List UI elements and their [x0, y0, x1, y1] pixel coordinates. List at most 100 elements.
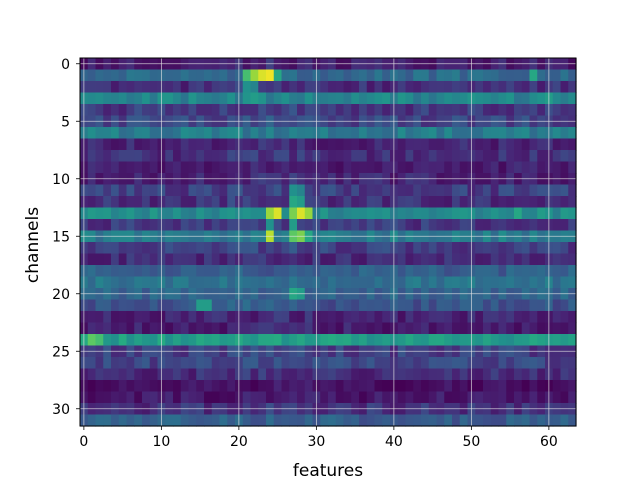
x-tick-label: 50: [462, 434, 480, 450]
heatmap-cell: [568, 311, 577, 324]
heatmap-cell: [452, 92, 461, 105]
heatmap-cell: [568, 391, 577, 404]
heatmap-cell: [266, 161, 275, 174]
heatmap-cell: [521, 334, 531, 347]
heatmap-cell: [421, 104, 430, 117]
heatmap-cell: [118, 380, 128, 393]
heatmap-cell: [204, 127, 213, 140]
heatmap-cell: [273, 311, 283, 324]
heatmap-cell: [211, 92, 221, 105]
heatmap-cell: [343, 207, 352, 220]
heatmap-cell: [149, 92, 159, 105]
heatmap-cell: [126, 414, 135, 427]
heatmap-cell: [436, 276, 445, 289]
heatmap-cell: [289, 104, 298, 117]
heatmap-cell: [428, 380, 438, 393]
heatmap-cell: [382, 104, 391, 117]
heatmap-cell: [227, 138, 236, 151]
heatmap-cell: [328, 253, 337, 266]
heatmap-cell: [211, 311, 221, 324]
heatmap-cell: [242, 357, 252, 370]
heatmap-cell: [452, 311, 461, 324]
x-axis-ticks: 0 10 20 30 40 50 60: [79, 426, 558, 450]
heatmap-cell: [250, 265, 259, 278]
heatmap-cell: [250, 380, 259, 393]
heatmap-cell: [490, 69, 500, 82]
heatmap-cell: [297, 299, 306, 312]
heatmap-cell: [204, 184, 213, 197]
heatmap-cell: [459, 334, 469, 347]
heatmap-cell: [126, 161, 135, 174]
heatmap-cell: [126, 311, 135, 324]
heatmap-cell: [242, 207, 252, 220]
heatmap-cell: [304, 391, 314, 404]
heatmap-cell: [405, 127, 414, 140]
y-tick-label: 0: [61, 57, 70, 73]
heatmap-cell: [366, 322, 376, 335]
heatmap-cell: [134, 265, 143, 278]
heatmap-cell: [444, 196, 453, 209]
heatmap-cell: [320, 311, 329, 324]
heatmap-cell: [304, 184, 314, 197]
heatmap-cell: [397, 253, 407, 266]
heatmap-cell: [397, 184, 407, 197]
heatmap-cell: [188, 184, 197, 197]
heatmap-cell: [196, 265, 205, 278]
heatmap-cell: [397, 196, 407, 209]
heatmap-cell: [87, 69, 97, 82]
heatmap-cell: [397, 276, 407, 289]
heatmap-cell: [126, 92, 135, 105]
heatmap-cell: [320, 219, 329, 232]
heatmap-cell: [483, 380, 492, 393]
heatmap-cell: [498, 299, 507, 312]
heatmap-cell: [366, 138, 376, 151]
heatmap-cell: [529, 127, 538, 140]
heatmap-cell: [359, 219, 368, 232]
heatmap-cell: [521, 253, 531, 266]
heatmap-cell: [552, 311, 562, 324]
heatmap-cell: [328, 150, 337, 163]
heatmap-cell: [266, 276, 275, 289]
heatmap-cell: [366, 219, 376, 232]
heatmap-cell: [413, 138, 422, 151]
heatmap-cell: [242, 150, 252, 163]
heatmap-cell: [452, 207, 461, 220]
heatmap-cell: [273, 334, 283, 347]
heatmap-cell: [211, 242, 221, 255]
heatmap-cell: [444, 380, 453, 393]
heatmap-cell: [537, 196, 546, 209]
heatmap-cell: [126, 299, 135, 312]
heatmap-cell: [165, 127, 174, 140]
heatmap-cell: [219, 357, 228, 370]
x-tick-label: 40: [385, 434, 403, 450]
heatmap-cell: [173, 357, 182, 370]
heatmap-cell: [273, 322, 283, 335]
heatmap-cell: [165, 207, 174, 220]
heatmap-cell: [444, 391, 453, 404]
heatmap-cell: [281, 265, 290, 278]
heatmap-cell: [521, 81, 531, 94]
heatmap-cell: [374, 69, 383, 82]
heatmap-cell: [289, 414, 298, 427]
heatmap-cell: [142, 311, 151, 324]
heatmap-cell: [475, 334, 484, 347]
heatmap-cell: [188, 104, 197, 117]
heatmap-cell: [351, 322, 360, 335]
heatmap-cell: [529, 242, 538, 255]
heatmap-cell: [289, 127, 298, 140]
heatmap-cell: [498, 161, 507, 174]
heatmap-cell: [134, 368, 143, 381]
heatmap-cell: [289, 334, 298, 347]
heatmap-cell: [165, 276, 174, 289]
heatmap-cell: [374, 184, 383, 197]
heatmap-cell: [529, 92, 538, 105]
heatmap-cell: [506, 391, 515, 404]
heatmap-cell: [335, 150, 345, 163]
heatmap-cell: [498, 150, 507, 163]
heatmap-cell: [366, 242, 376, 255]
heatmap-cell: [328, 322, 337, 335]
heatmap-cell: [521, 138, 531, 151]
heatmap-cell: [521, 184, 531, 197]
heatmap-cell: [273, 380, 283, 393]
heatmap-cell: [304, 196, 314, 209]
